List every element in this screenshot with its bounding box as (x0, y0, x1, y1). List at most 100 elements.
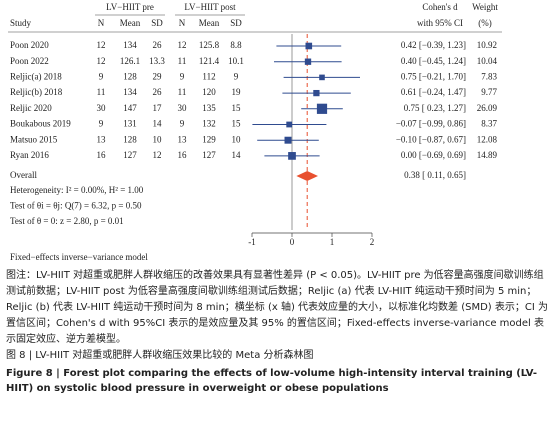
pre-value: 12 (97, 40, 106, 50)
post-value: 127 (202, 150, 216, 160)
effect-marker (288, 152, 296, 160)
effect-marker (319, 74, 325, 81)
pre-value: 14 (153, 119, 163, 129)
weight-value: 10.92 (477, 40, 497, 50)
weight-header: (%) (478, 18, 492, 28)
effect-label: 0.61 [−0.24, 1.47] (401, 87, 466, 97)
column-header: N (98, 18, 105, 28)
post-value: 125.8 (199, 40, 220, 50)
effect-label: −0.10 [−0.87, 0.67] (396, 134, 466, 144)
pre-value: 12 (153, 150, 162, 160)
weight-value: 26.09 (477, 103, 498, 113)
x-tick-label: 2 (370, 237, 375, 247)
pre-value: 128 (123, 71, 137, 81)
pre-value: 29 (153, 71, 163, 81)
study-name: Reljic(b) 2018 (10, 87, 63, 97)
post-value: 13 (178, 134, 188, 144)
post-value: 12 (178, 40, 187, 50)
study-name: Reljic(a) 2018 (10, 71, 62, 81)
column-header: SD (230, 18, 242, 28)
post-value: 11 (178, 87, 187, 97)
post-value: 8.8 (230, 40, 242, 50)
effect-label: 0.00 [−0.69, 0.69] (401, 150, 466, 160)
x-tick-label: 1 (330, 237, 335, 247)
post-value: 10 (232, 134, 242, 144)
effect-marker (286, 121, 293, 128)
post-value: 9 (234, 71, 239, 81)
weight-value: 9.77 (481, 87, 497, 97)
model-note: Fixed−effects inverse−variance model (10, 252, 148, 262)
pre-value: 134 (123, 40, 137, 50)
effect-label: 0.75 [−0.21, 1.70] (401, 71, 466, 81)
study-name: Matsuo 2015 (10, 134, 58, 144)
test-note: Test of θi = θj: Q(7) = 6.32, p = 0.50 (10, 201, 142, 211)
post-value: 16 (178, 150, 188, 160)
weight-value: 8.37 (481, 119, 497, 129)
test-note: Heterogeneity: I² = 0.00%, H² = 1.00 (10, 185, 144, 195)
caption-title-en: Figure 8 | Forest plot comparing the eff… (6, 368, 537, 394)
effect-marker (304, 58, 312, 65)
pre-value: 17 (153, 103, 163, 113)
caption: 图注：LV-HIIT 对超重或肥胖人群收缩压的改善效果具有显著性差异 (P < … (6, 268, 550, 396)
pre-value: 26 (153, 40, 163, 50)
pre-value: 11 (97, 87, 106, 97)
effect-label: 0.42 [−0.39, 1.23] (401, 40, 466, 50)
pre-value: 30 (97, 103, 107, 113)
column-header: Mean (120, 18, 141, 28)
study-name: Reljic 2020 (10, 103, 52, 113)
post-value: 135 (202, 103, 216, 113)
pre-value: 128 (123, 134, 137, 144)
post-value: 10.1 (228, 56, 244, 66)
post-value: 30 (178, 103, 188, 113)
post-value: 19 (232, 87, 242, 97)
post-value: 132 (202, 119, 216, 129)
x-tick-label: 0 (290, 237, 295, 247)
column-header: Mean (199, 18, 220, 28)
post-value: 129 (202, 134, 216, 144)
effect-marker (313, 89, 320, 97)
effect-header: Cohen's d (422, 2, 458, 12)
overall-diamond (296, 171, 318, 181)
overall-label: 0.38 [ 0.11, 0.65] (404, 170, 466, 180)
post-value: 11 (178, 56, 187, 66)
study-name: Poon 2022 (10, 56, 49, 66)
overall-name: Overall (10, 170, 37, 180)
weight-value: 7.83 (481, 71, 497, 81)
pre-value: 16 (97, 150, 107, 160)
effect-marker (316, 103, 328, 114)
post-value: 14 (232, 150, 242, 160)
pre-value: 134 (123, 87, 137, 97)
pre-value: 10 (153, 134, 163, 144)
effect-label: 0.75 [ 0.23, 1.27] (404, 103, 466, 113)
pre-value: 127 (123, 150, 137, 160)
post-value: 112 (202, 71, 215, 81)
pre-value: 126.1 (120, 56, 140, 66)
weight-value: 10.04 (477, 56, 498, 66)
effect-label: −0.07 [−0.99, 0.86] (396, 119, 466, 129)
weight-header: Weight (472, 2, 498, 12)
pre-value: 131 (123, 119, 137, 129)
pre-value: 13.3 (149, 56, 165, 66)
pre-value: 9 (99, 119, 104, 129)
weight-value: 14.89 (477, 150, 498, 160)
pre-value: 12 (97, 56, 106, 66)
effect-header: with 95% CI (417, 18, 463, 28)
study-name: Ryan 2016 (10, 150, 49, 160)
test-note: Test of θ = 0: z = 2.80, p = 0.01 (10, 216, 124, 226)
study-name: Poon 2020 (10, 40, 49, 50)
caption-note: 图注：LV-HIIT 对超重或肥胖人群收缩压的改善效果具有显著性差异 (P < … (6, 270, 548, 345)
group-header: LV−HIIT post (184, 2, 236, 12)
pre-value: 9 (99, 71, 104, 81)
post-value: 15 (232, 103, 242, 113)
effect-marker (284, 136, 292, 144)
post-value: 120 (202, 87, 216, 97)
group-header: LV−HIIT pre (106, 2, 154, 12)
column-header: Study (10, 18, 32, 28)
post-value: 9 (180, 119, 185, 129)
pre-value: 13 (97, 134, 107, 144)
post-value: 9 (180, 71, 185, 81)
study-name: Boukabous 2019 (10, 119, 71, 129)
forest-plot: LV−HIIT pre LV−HIIT post Study N Mean SD N Mean… (8, 2, 502, 262)
x-tick-label: -1 (248, 237, 256, 247)
